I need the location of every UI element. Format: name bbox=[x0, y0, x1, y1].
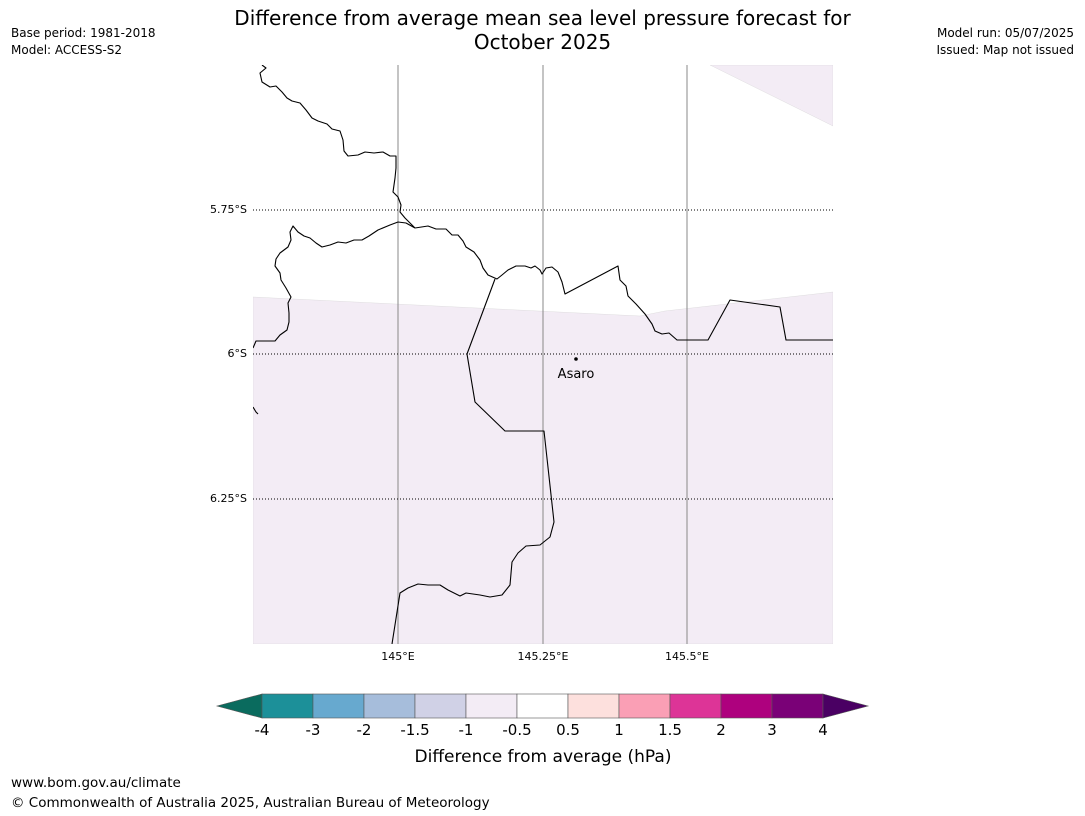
colorbar-tick-label: 4 bbox=[818, 721, 828, 739]
model-label: Model: ACCESS-S2 bbox=[11, 43, 123, 57]
colorbar-tick-label: 3 bbox=[767, 721, 777, 739]
colorbar-tick-label: -0.5 bbox=[502, 721, 531, 739]
boundary-line bbox=[253, 221, 416, 349]
boundary-line bbox=[391, 278, 555, 644]
colorbar-tick-label: -2 bbox=[357, 721, 372, 739]
colorbar-bin bbox=[363, 693, 416, 719]
colorbar-ticks: -4 -3 -2 -1.5 -1 -0.5 0.5 1 1.5 2 3 4 bbox=[255, 721, 828, 739]
place-marker bbox=[574, 357, 578, 361]
colorbar-tick-label: -3 bbox=[306, 721, 321, 739]
colorbar-title: Difference from average (hPa) bbox=[415, 747, 672, 767]
colorbar-bin bbox=[669, 693, 722, 719]
base-period-label: Base period: 1981-2018 bbox=[11, 26, 156, 40]
lon-label: 145.5°E bbox=[665, 650, 709, 663]
lat-label: 5.75°S bbox=[210, 203, 247, 216]
lon-label: 145°E bbox=[381, 650, 414, 663]
colorbar: -4 -3 -2 -1.5 -1 -0.5 0.5 1 1.5 2 3 4 bbox=[215, 693, 870, 739]
colorbar-bin bbox=[465, 693, 518, 719]
lat-label: 6.25°S bbox=[210, 492, 247, 505]
boundary-line bbox=[253, 406, 259, 415]
colorbar-bin bbox=[312, 693, 365, 719]
colorbar-bin bbox=[618, 693, 671, 719]
map-title: Difference from average mean sea level p… bbox=[0, 6, 1085, 54]
footer-url: www.bom.gov.au/climate bbox=[11, 775, 181, 791]
colorbar-extend-low bbox=[215, 693, 263, 719]
colorbar-bin bbox=[414, 693, 467, 719]
boundary-line bbox=[259, 65, 416, 229]
boundary-line bbox=[414, 225, 833, 341]
footer-copyright: © Commonwealth of Australia 2025, Austra… bbox=[11, 795, 490, 811]
colorbar-bins bbox=[261, 693, 824, 719]
colorbar-bin bbox=[720, 693, 773, 719]
map-area bbox=[253, 65, 833, 644]
colorbar-tick-label: 0.5 bbox=[556, 721, 580, 739]
model-run-label: Model run: 05/07/2025 bbox=[936, 26, 1074, 40]
lon-label: 145.25°E bbox=[518, 650, 569, 663]
map-title-line2: October 2025 bbox=[473, 30, 612, 54]
colorbar-bin bbox=[771, 693, 824, 719]
colorbar-extend-high bbox=[822, 693, 870, 719]
lat-label: 6°S bbox=[228, 347, 247, 360]
issued-label: Issued: Map not issued bbox=[936, 43, 1074, 57]
colorbar-tick-label: 2 bbox=[716, 721, 726, 739]
colorbar-tick-label: -1.5 bbox=[400, 721, 429, 739]
province-boundaries bbox=[253, 65, 833, 644]
place-label: Asaro bbox=[558, 367, 595, 382]
colorbar-bin bbox=[261, 693, 314, 719]
colorbar-tick-label: 1.5 bbox=[658, 721, 682, 739]
colorbar-bin bbox=[516, 693, 569, 719]
anomaly-region-corner bbox=[709, 65, 833, 127]
colorbar-bin bbox=[567, 693, 620, 719]
map-title-line1: Difference from average mean sea level p… bbox=[234, 6, 851, 30]
colorbar-tick-label: -1 bbox=[459, 721, 474, 739]
colorbar-tick-label: -4 bbox=[255, 721, 270, 739]
colorbar-tick-label: 1 bbox=[614, 721, 624, 739]
